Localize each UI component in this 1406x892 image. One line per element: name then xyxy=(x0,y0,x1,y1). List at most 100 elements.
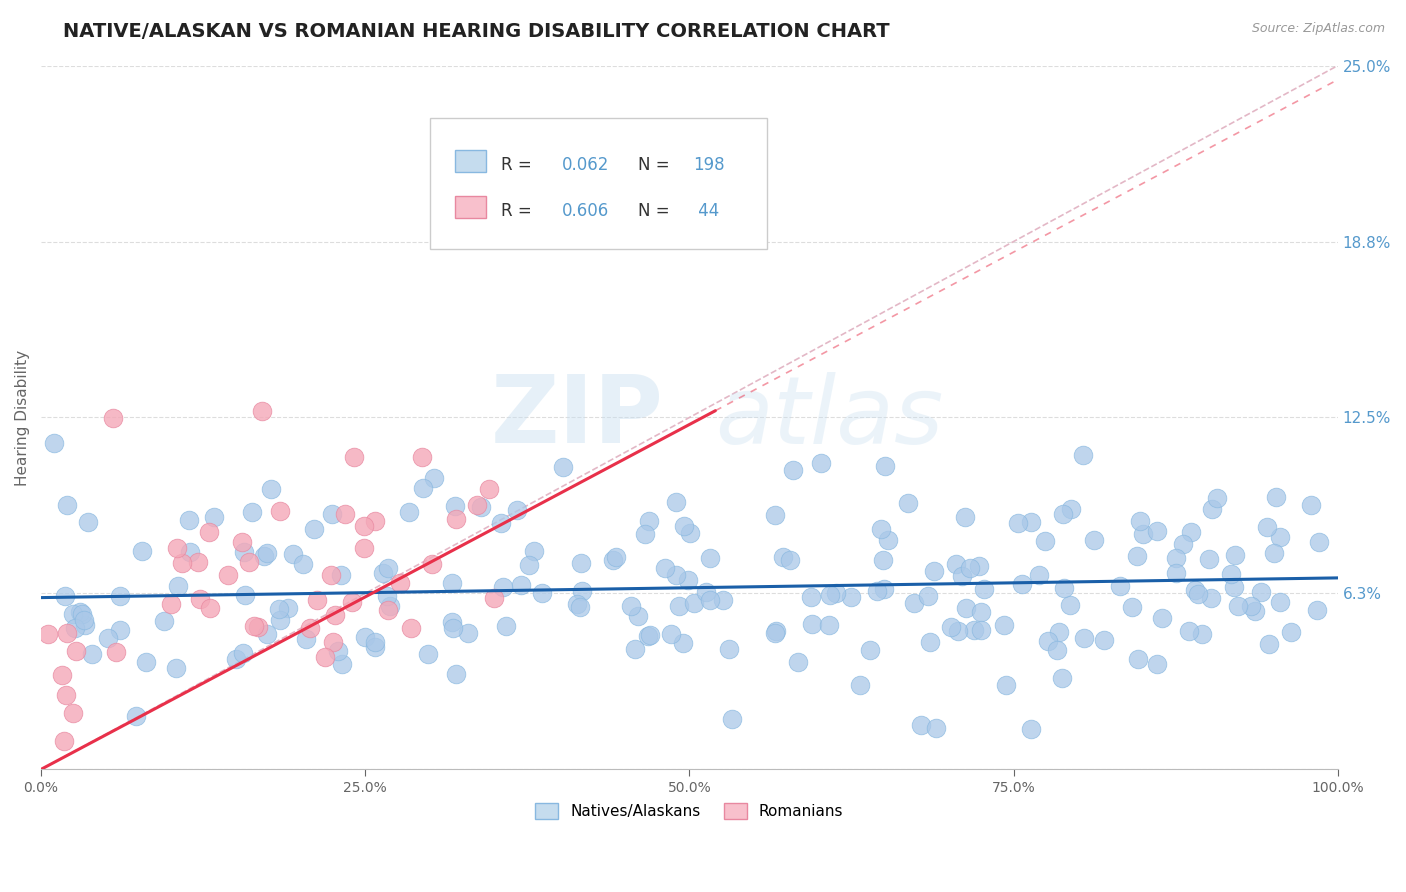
Point xyxy=(170,556,193,570)
Point xyxy=(321,508,343,522)
Point xyxy=(1092,633,1115,648)
Point xyxy=(1109,579,1132,593)
Point xyxy=(1222,580,1244,594)
Point xyxy=(492,580,515,594)
Point xyxy=(489,516,512,531)
Point xyxy=(786,655,808,669)
Point xyxy=(108,623,131,637)
Point xyxy=(330,657,353,671)
Point xyxy=(378,599,401,614)
Point xyxy=(870,522,893,536)
Point xyxy=(925,722,948,736)
Point xyxy=(135,655,157,669)
Text: R =: R = xyxy=(502,156,537,174)
Point xyxy=(44,436,66,450)
Point xyxy=(1306,603,1329,617)
Point xyxy=(623,642,645,657)
Point xyxy=(1198,552,1220,566)
Point xyxy=(633,527,655,541)
Point xyxy=(1171,537,1194,551)
Point xyxy=(510,578,533,592)
Point xyxy=(672,636,695,650)
Point xyxy=(55,688,77,702)
Point xyxy=(903,596,925,610)
Point xyxy=(398,505,420,519)
Point xyxy=(53,734,76,748)
Point xyxy=(1268,595,1291,609)
Point xyxy=(1220,567,1243,582)
Point xyxy=(1073,631,1095,645)
Point xyxy=(955,600,977,615)
Point xyxy=(1201,591,1223,605)
Point xyxy=(377,561,399,575)
Point xyxy=(825,586,848,600)
Text: ZIP: ZIP xyxy=(491,371,664,464)
Point xyxy=(620,599,643,613)
Point xyxy=(179,545,201,559)
Point xyxy=(377,603,399,617)
Text: N =: N = xyxy=(637,202,675,219)
Point xyxy=(1071,448,1094,462)
Point xyxy=(342,595,364,609)
Text: atlas: atlas xyxy=(716,372,943,463)
Point xyxy=(446,512,468,526)
Point xyxy=(683,597,706,611)
Point xyxy=(295,632,318,646)
Point xyxy=(970,606,993,620)
Point xyxy=(1180,524,1202,539)
Point xyxy=(665,568,688,582)
Point xyxy=(307,592,329,607)
Point xyxy=(125,709,148,723)
Point xyxy=(993,617,1015,632)
Point xyxy=(849,678,872,692)
Point xyxy=(314,650,336,665)
Point xyxy=(131,544,153,558)
Point xyxy=(963,623,986,637)
Y-axis label: Hearing Disability: Hearing Disability xyxy=(15,350,30,485)
Point xyxy=(62,706,84,721)
Point xyxy=(202,510,225,524)
Point xyxy=(1191,627,1213,641)
Point xyxy=(950,569,973,583)
Point xyxy=(1132,527,1154,541)
Point xyxy=(269,613,291,627)
Point xyxy=(530,586,553,600)
Point xyxy=(946,624,969,639)
Point xyxy=(1244,604,1267,618)
Point xyxy=(661,627,683,641)
Point xyxy=(517,558,540,573)
Point xyxy=(238,555,260,569)
Point xyxy=(602,553,624,567)
Point xyxy=(627,609,650,624)
Point xyxy=(281,547,304,561)
Point xyxy=(97,632,120,646)
Text: 0.606: 0.606 xyxy=(562,202,610,219)
Point xyxy=(70,607,93,621)
Point xyxy=(321,567,343,582)
Point xyxy=(470,500,492,515)
Point xyxy=(152,615,174,629)
Point xyxy=(672,519,695,533)
Text: Source: ZipAtlas.com: Source: ZipAtlas.com xyxy=(1251,22,1385,36)
Point xyxy=(1053,581,1076,595)
Point xyxy=(973,582,995,597)
Point xyxy=(247,620,270,634)
Point xyxy=(412,481,434,495)
Point xyxy=(994,677,1017,691)
Point xyxy=(810,456,832,470)
Point xyxy=(322,635,344,649)
Point xyxy=(302,522,325,536)
Point xyxy=(676,573,699,587)
Point xyxy=(1268,531,1291,545)
Point xyxy=(969,559,991,574)
Point xyxy=(418,648,440,662)
Point xyxy=(910,718,932,732)
Point xyxy=(569,599,592,614)
Point xyxy=(371,566,394,580)
Point xyxy=(1299,498,1322,512)
Point xyxy=(354,630,377,644)
Point xyxy=(335,507,357,521)
Point xyxy=(440,615,463,630)
Point xyxy=(444,499,467,513)
Point xyxy=(638,628,661,642)
